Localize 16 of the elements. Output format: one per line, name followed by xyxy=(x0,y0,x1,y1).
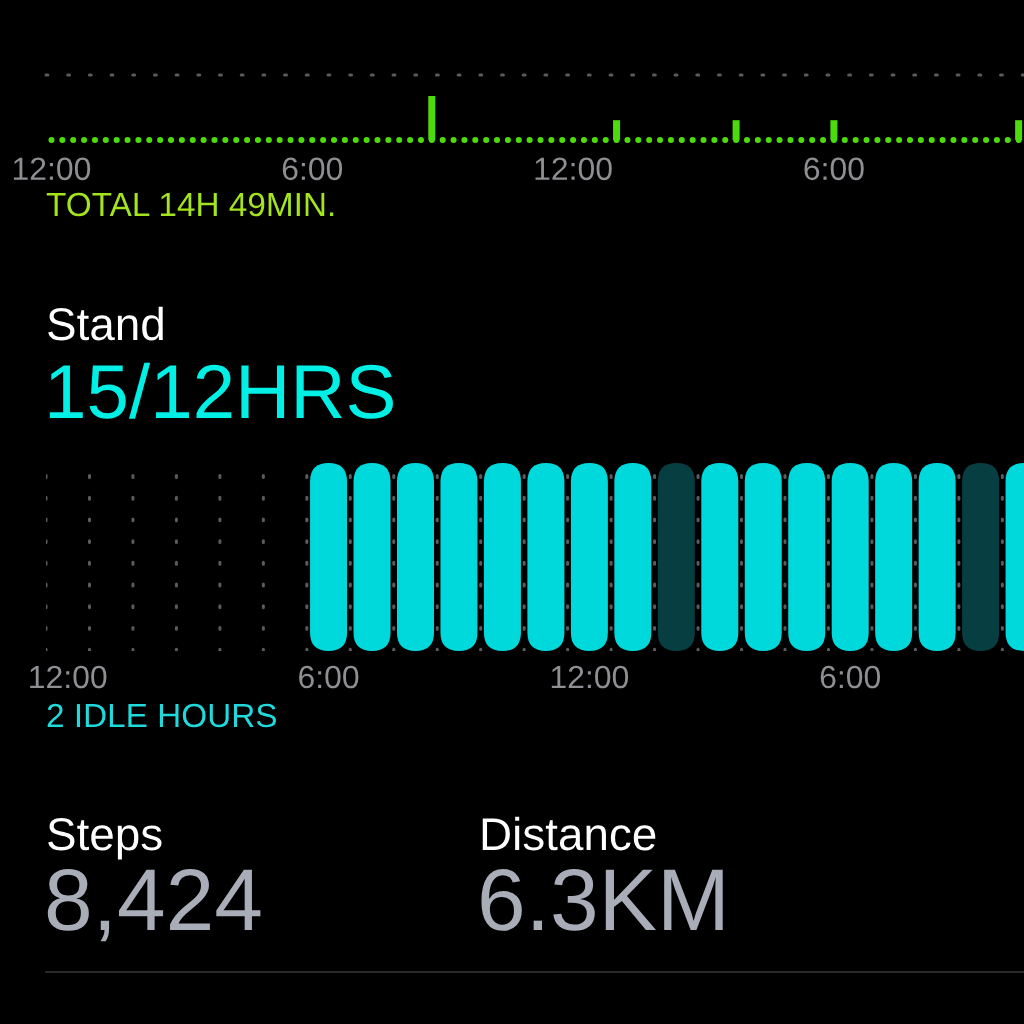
chart-title: Stand xyxy=(48,306,163,341)
x-tick-label: 6:00 xyxy=(820,665,881,689)
x-tick-label: 6:00 xyxy=(299,665,359,689)
text: 2 IDLE HOURS xyxy=(47,703,277,728)
text: Steps xyxy=(48,818,162,860)
text: 8,424 xyxy=(47,868,261,942)
x-tick-label: 6:00 xyxy=(804,157,864,181)
chart-subtitle: 15/12HRS xyxy=(49,362,393,419)
text: Distance xyxy=(482,816,656,851)
x-tick-label: 12:00 xyxy=(13,157,91,181)
x-tick-label: 6:00 xyxy=(282,157,343,181)
text: TOTAL 14H 49MIN. xyxy=(46,192,334,217)
x-tick-label: 12:00 xyxy=(535,157,612,181)
text: 6.3KM xyxy=(481,868,723,931)
x-tick-label: 12:00 xyxy=(551,665,629,689)
x-tick-label: 12:00 xyxy=(30,665,107,689)
